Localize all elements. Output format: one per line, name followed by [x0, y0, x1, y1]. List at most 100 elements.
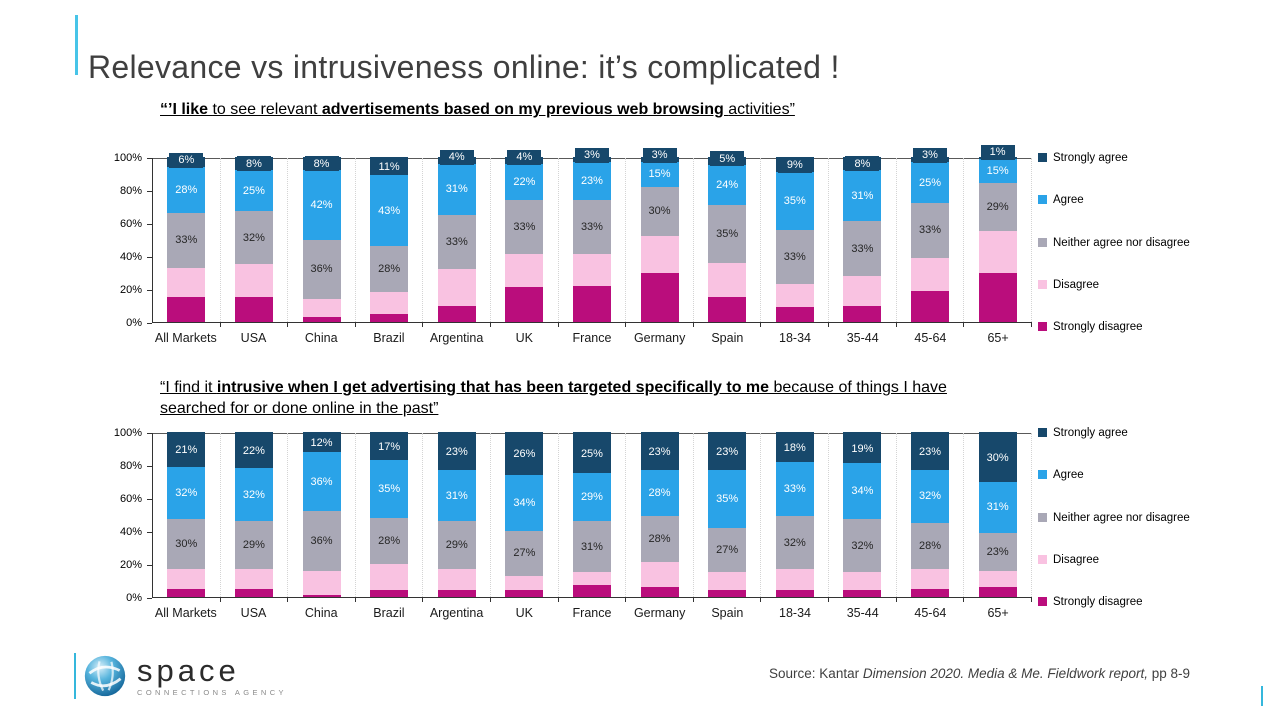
- legend-swatch: [1038, 512, 1047, 522]
- bar-top-label: 8%: [236, 156, 271, 172]
- bar-segment: 32%: [234, 211, 273, 265]
- y-axis-label: 60%: [119, 218, 142, 230]
- bar-segment: 23%: [978, 532, 1017, 571]
- bar-segment-label: 29%: [580, 491, 603, 504]
- bar-segment: [843, 275, 882, 306]
- legend-label: Disagree: [1053, 278, 1100, 291]
- legend-swatch: [1038, 195, 1047, 205]
- bar-segment: [911, 257, 949, 291]
- stacked-bar: 36% 36% 12%: [302, 432, 341, 597]
- plot-area: 33% 28% 6% 32% 25% 8% 36% 42% 8% 28% 43% 11% 33% 31% 4…: [152, 144, 1032, 327]
- bar-top-label: 5%: [710, 151, 745, 167]
- y-axis-label: 0%: [126, 592, 142, 604]
- bar-segment: [775, 284, 814, 308]
- bar-segment-label: 32%: [242, 231, 265, 244]
- bar-segment: 28%: [911, 522, 949, 569]
- y-axis-label: 0%: [126, 317, 142, 329]
- bar-segment-label: 32%: [851, 539, 874, 552]
- legend-item: Neither agree nor disagree: [1038, 237, 1214, 250]
- bar-segment-label: 32%: [783, 536, 806, 549]
- stacked-bar: 28% 43% 11%: [370, 157, 409, 322]
- bar-segment: [234, 297, 273, 322]
- stacked-bar: 28% 35% 17%: [370, 432, 409, 597]
- bar-segment: [640, 562, 679, 588]
- legend-item: Disagree: [1038, 554, 1214, 567]
- bar-segment: 31%: [437, 163, 476, 215]
- legend-item: Neither agree nor disagree: [1038, 512, 1214, 525]
- bar-segment: 15%: [640, 161, 679, 187]
- bar-segment: 33%: [843, 221, 882, 276]
- x-axis-label: Spain: [711, 606, 744, 620]
- x-axis-label: 35-44: [846, 331, 879, 345]
- bar-segment-label: 28%: [175, 184, 198, 197]
- bar-segment: 31%: [437, 469, 476, 522]
- bar-top-label: 18%: [777, 440, 812, 456]
- legend-swatch: [1038, 237, 1047, 247]
- bar-segment-label: 35%: [378, 482, 401, 495]
- stacked-bar: 33% 23% 3%: [572, 147, 611, 322]
- category-slot: 33% 22% 4%: [491, 149, 559, 327]
- x-axis-tick: [490, 597, 492, 602]
- bar-top-label: 23%: [710, 444, 745, 460]
- bar-segment: [911, 568, 949, 589]
- bar-segment-label: 33%: [445, 235, 468, 248]
- x-axis-tick: [895, 597, 897, 602]
- category-slot: 36% 36% 12%: [288, 432, 356, 602]
- legend-swatch: [1038, 554, 1047, 564]
- bar-segment: [978, 587, 1017, 597]
- bar-segment: 33%: [775, 461, 814, 517]
- bar-segment: 29%: [978, 183, 1017, 232]
- chart-2-legend: Strongly agree Agree Neither agree nor dis…: [1038, 427, 1214, 609]
- bar-segment: 36%: [302, 511, 341, 571]
- bar-segment: [167, 588, 206, 597]
- bar-top-label: 23%: [642, 444, 677, 460]
- bar-segment-label: 35%: [783, 194, 806, 207]
- bar-segment-label: 35%: [716, 492, 739, 505]
- bar-segment: 35%: [708, 204, 747, 263]
- x-axis-label: 18-34: [779, 606, 812, 620]
- bar-segment: 32%: [775, 516, 814, 569]
- x-axis-label: Germany: [633, 606, 686, 620]
- bar-top-label: 9%: [777, 157, 812, 173]
- bar-segment-label: 36%: [310, 534, 333, 547]
- legend-label: Strongly agree: [1053, 152, 1128, 164]
- subtitle-segment: “’I like: [160, 101, 213, 118]
- bar-segment: 28%: [370, 246, 409, 293]
- legend-item: Strongly disagree: [1038, 321, 1214, 334]
- bar-segment: 36%: [302, 239, 341, 299]
- category-slot: 35% 24% 5%: [694, 151, 762, 327]
- bar-segment-label: 36%: [310, 475, 333, 488]
- y-axis-tick: [147, 323, 152, 324]
- legend-label: Agree: [1053, 469, 1084, 482]
- category-slot: 36% 42% 8%: [288, 156, 356, 327]
- legend-swatch: [1038, 322, 1047, 331]
- logo-accent-line: [74, 653, 76, 699]
- category-slot: 33% 31% 4%: [423, 149, 492, 327]
- y-axis-label: 40%: [119, 526, 142, 538]
- bar-segment: [843, 572, 882, 591]
- stacked-bar: 33% 28% 6%: [167, 152, 206, 322]
- stacked-bar: 29% 15% 1%: [978, 144, 1017, 322]
- stacked-bar: 32% 34% 19%: [843, 432, 882, 597]
- bar-segment: 25%: [234, 170, 273, 212]
- bar-segment: 31%: [572, 521, 611, 573]
- bar-segment: 29%: [234, 521, 273, 569]
- bar-segment-label: 33%: [783, 482, 806, 495]
- bar-segment-label: 34%: [513, 496, 536, 509]
- x-axis-tick: [692, 597, 694, 602]
- bar-segment: [708, 572, 747, 591]
- bar-segment: 31%: [978, 481, 1017, 533]
- bar-segment: [640, 272, 679, 322]
- bar-segment-label: 28%: [648, 487, 671, 500]
- bar-top-label: 30%: [980, 450, 1015, 466]
- bar-segment-label: 43%: [378, 204, 401, 217]
- x-axis-tick: [1030, 322, 1032, 327]
- category-slot: 33% 28% 6%: [153, 152, 221, 327]
- x-axis-tick: [1030, 597, 1032, 602]
- stacked-bar: 27% 35% 23%: [708, 432, 747, 597]
- legend-item: Strongly agree: [1038, 427, 1214, 440]
- stacked-bar: 36% 42% 8%: [302, 156, 341, 322]
- legend-label: Strongly agree: [1053, 427, 1128, 439]
- y-axis-tick: [147, 158, 152, 159]
